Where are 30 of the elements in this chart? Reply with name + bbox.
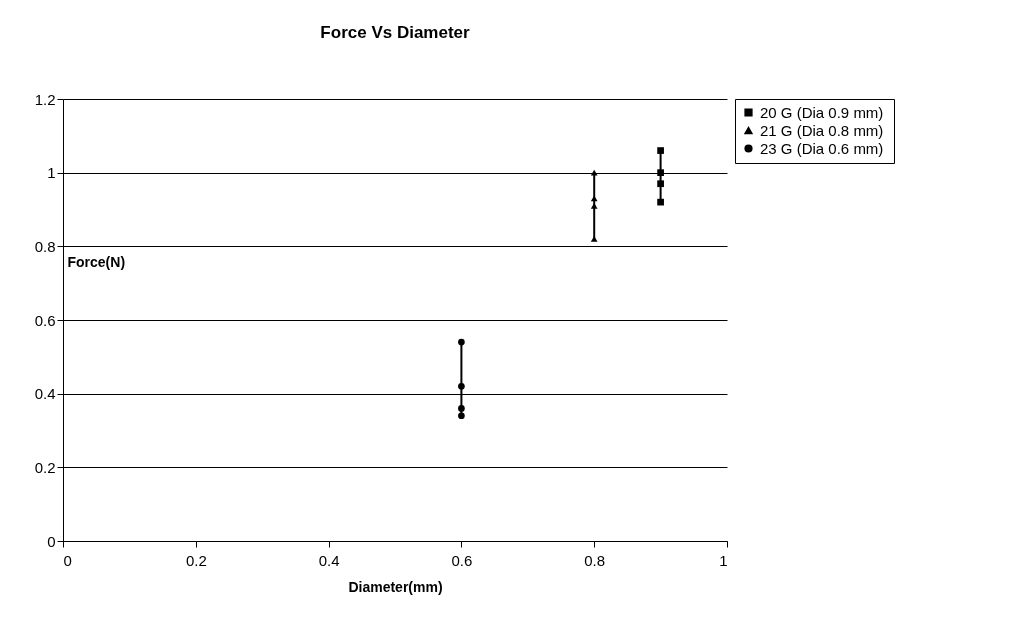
legend-label: 23 G (Dia 0.6 mm)	[760, 139, 884, 157]
point	[657, 169, 664, 177]
y-tick-label: 0.4	[34, 385, 56, 403]
legend-label: 21 G (Dia 0.8 mm)	[760, 121, 884, 139]
point	[458, 412, 465, 420]
x-tick-label: 0.4	[318, 551, 340, 569]
legend-label: 20 G (Dia 0.9 mm)	[760, 103, 884, 121]
x-tick-label: 0.6	[451, 551, 473, 569]
y-axis-title: Force(N)	[67, 253, 126, 270]
x-tick-label: 0.8	[584, 551, 606, 569]
x-tick-label: 0	[63, 551, 72, 569]
point	[657, 198, 664, 206]
point	[458, 382, 465, 390]
y-tick-label: 0	[47, 532, 56, 550]
chart-title: Force Vs Diameter	[320, 23, 471, 42]
y-tick-label: 0.8	[34, 237, 56, 255]
point	[657, 180, 664, 188]
x-tick-label: 1	[719, 551, 728, 569]
y-tick-label: 0.2	[34, 458, 56, 476]
x-tick-label: 0.2	[185, 551, 207, 569]
y-tick-label: 1.2	[34, 90, 56, 108]
y-tick-label: 1	[47, 164, 56, 182]
point	[657, 147, 664, 154]
x-axis-title: Diameter(mm)	[348, 578, 443, 595]
point	[590, 236, 598, 242]
point	[590, 169, 598, 176]
point	[458, 405, 465, 412]
y-tick-label: 0.6	[34, 311, 56, 329]
point	[458, 338, 465, 346]
point	[590, 202, 598, 209]
